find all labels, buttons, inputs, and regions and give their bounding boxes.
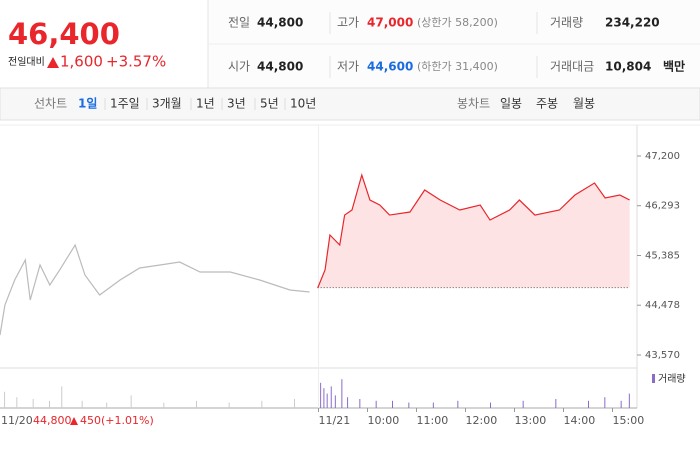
period-tab[interactable]: 5년 [260,97,279,111]
volume-bar [490,402,491,408]
y-tick-label: 47,200 [645,151,680,162]
stat-value: 44,800 [257,16,303,30]
up-icon [47,57,59,68]
stat-note: (상한가 58,200) [417,16,498,29]
footer-change: 450 [80,414,101,427]
volume-bar [4,391,6,408]
tab-bar [0,87,700,121]
period-tab[interactable]: 3년 [227,97,246,111]
volume-bar [294,399,295,408]
stat-label: 거래량 [550,16,583,30]
volume-bar [320,382,322,408]
volume-bar [196,400,197,408]
price: 46,400 [8,17,120,51]
candle-tab[interactable]: 일봉 [500,97,522,111]
x-tick-label: 12:00 [466,414,498,427]
stat-label: 시가 [228,60,250,74]
volume-bar [16,397,18,408]
price-line [317,172,630,289]
y-tick-label: 46,293 [645,201,680,212]
candle-tab[interactable]: 월봉 [573,97,595,111]
tab-label: 선차트 [34,97,67,111]
stat-label: 고가 [337,16,359,30]
volume-bar [347,397,349,408]
footer-close: 44,800 [33,414,72,427]
stat-note: (하한가 31,400) [417,59,498,73]
volume-bar [359,399,361,408]
period-tab[interactable]: 3개월 [152,97,182,111]
x-tick-label: 13:00 [515,414,547,427]
volume-bar [228,402,230,408]
legend-swatch [652,374,655,383]
volume-bar [261,400,263,408]
x-tick-label: 11/21 [319,414,351,427]
up-icon [70,417,78,425]
change: 1,600 [60,53,103,71]
tab-label: 봉차트 [457,97,490,111]
legend-label: 거래량 [658,373,686,385]
stat-label: 전일 [228,16,250,30]
stat-value: 44,800 [257,60,303,74]
candle-tab[interactable]: 주봉 [536,97,558,111]
volume-bar [555,399,557,408]
volume-bar [106,402,108,408]
period-tab[interactable]: 1일 [78,97,97,111]
volume-bar [620,400,622,408]
volume-bar [588,400,589,408]
stat-label: 저가 [337,60,359,74]
volume-bar [81,400,83,408]
volume-bar [375,400,377,408]
stat-unit: 백만 [663,59,685,74]
period-tab[interactable]: 10년 [290,97,316,111]
volume-bar [628,393,630,408]
y-tick-label: 45,385 [645,251,680,262]
stat-value: 44,600 [367,60,413,74]
y-tick-label: 44,478 [645,300,680,311]
volume-bar [32,399,34,408]
period-tab[interactable]: 1주일 [110,97,140,111]
x-tick-label: 11:00 [417,414,449,427]
volume-bar [432,402,434,408]
stat-label: 거래대금 [550,60,594,74]
footer-date: 11/20 [1,414,33,427]
stat-value: 47,000 [367,16,413,30]
volume-bar [326,393,328,408]
volume-bar [49,400,50,408]
plot: 47,200 46,293 45,385 44,478 43,570 11/21 10:00… [0,125,680,427]
change-label: 전일대비 [8,56,45,68]
volume-bar [341,379,343,408]
period-tab[interactable]: 1년 [196,97,215,111]
volume-bar [323,388,325,408]
volume-bar [457,400,459,408]
volume-bar [408,402,410,408]
volume-bar [130,395,132,408]
tabs: 1일 1주일 3개월 1년 3년 5년 10년 일봉 주봉 월봉 [78,97,595,111]
stats: 전일 44,800 고가 47,000 (상한가 58,200) 거래량 234,220 시가… [228,16,685,74]
volume-bar [604,397,606,408]
volume-bar [61,386,63,408]
footer-pct: (+1.01%) [101,414,154,427]
x-tick-label: 14:00 [564,414,596,427]
y-tick-label: 43,570 [645,350,680,361]
stat-value: 234,220 [605,16,660,30]
price-line [0,243,310,336]
x-tick-label: 15:00 [613,414,645,427]
volume-bar [163,402,165,408]
stat-value: 10,804 [605,60,651,74]
change-pct: +3.57% [106,53,166,71]
area [317,175,630,289]
volume-bar [522,400,524,408]
x-tick-label: 10:00 [368,414,400,427]
volume-bar [330,386,332,408]
volume-bar [392,400,393,408]
volume-bar [334,395,336,408]
